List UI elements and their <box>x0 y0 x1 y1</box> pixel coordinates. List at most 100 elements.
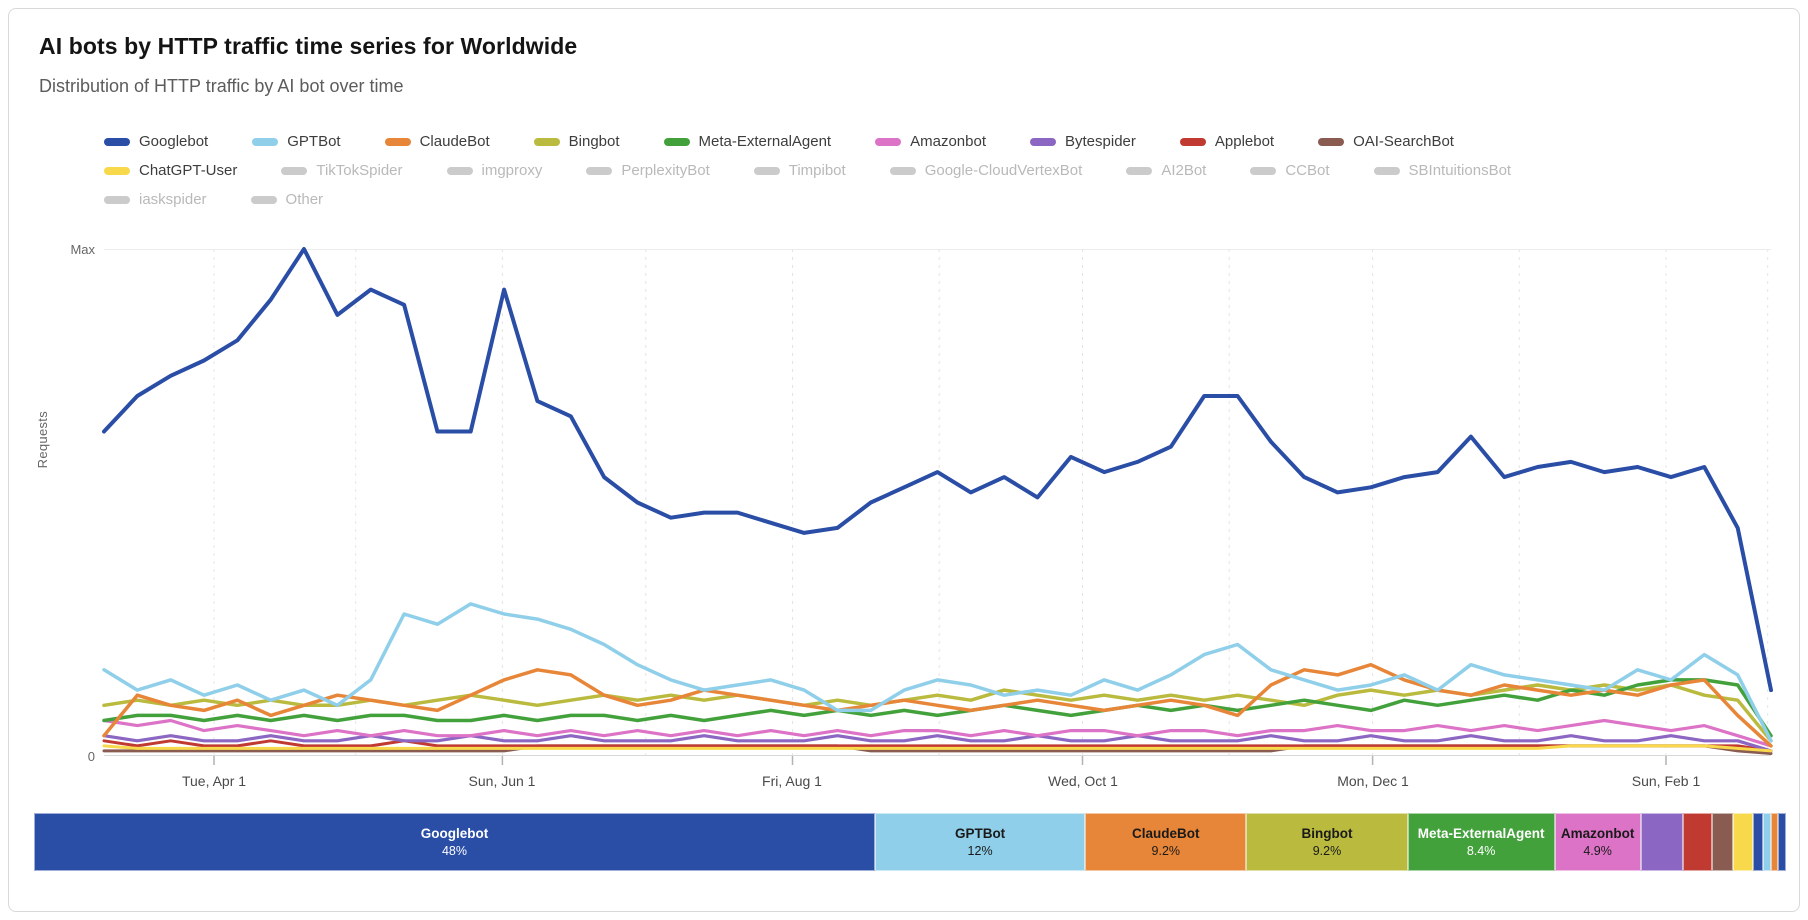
legend-swatch-icon <box>384 137 411 146</box>
distribution-segment-tiktokspider[interactable] <box>1752 813 1764 871</box>
segment-name-label: Meta-ExternalAgent <box>1417 826 1545 841</box>
series-line-applebot <box>102 739 1773 753</box>
legend-item-label: Meta-ExternalAgent <box>698 133 832 150</box>
x-tick-label: Sun, Jun 1 <box>468 773 536 789</box>
x-tick-label: Wed, Oct 1 <box>1048 773 1118 789</box>
legend-item-chatgpt-user[interactable]: ChatGPT-User <box>104 162 237 179</box>
distribution-segment-chatgpt-user[interactable] <box>1733 813 1753 871</box>
legend-row-3: iaskspider Other <box>104 191 1694 208</box>
distribution-segment-oai-searchbot[interactable] <box>1712 813 1734 871</box>
legend-item-other[interactable]: Other <box>250 191 324 208</box>
distribution-segment-meta-externalagent[interactable]: Meta-ExternalAgent 8.4% <box>1407 813 1555 871</box>
legend-swatch-icon <box>1030 137 1056 146</box>
legend-item-label: Amazonbot <box>910 133 986 150</box>
legend-item-meta-externalagent[interactable]: Meta-ExternalAgent <box>663 133 832 150</box>
legend-swatch-icon <box>250 195 277 204</box>
legend-swatch-icon <box>1250 166 1277 175</box>
legend-item-label: Googlebot <box>139 133 209 150</box>
series-line-claudebot <box>102 662 1773 748</box>
legend-item-label: Google-CloudVertexBot <box>924 162 1083 179</box>
legend-item-label: iaskspider <box>139 191 207 208</box>
legend-item-label: TikTokSpider <box>316 162 403 179</box>
legend-item-label: Applebot <box>1214 133 1275 150</box>
legend-swatch-icon <box>446 166 473 175</box>
series-line-amazonbot <box>102 718 1773 748</box>
distribution-segment-perplexitybot[interactable] <box>1771 813 1779 871</box>
segment-percent-label: 48% <box>441 844 467 858</box>
legend-item-amazonbot[interactable]: Amazonbot <box>875 133 986 150</box>
legend-swatch-icon <box>1373 166 1400 175</box>
x-tick-label: Sun, Feb 1 <box>1631 773 1701 789</box>
segment-percent-label: 8.4% <box>1466 844 1496 858</box>
segment-percent-label: 12% <box>967 844 993 858</box>
series-line-meta-externalagent <box>102 678 1773 738</box>
segment-percent-label: 9.2% <box>1151 844 1181 858</box>
legend-item-label: ChatGPT-User <box>139 162 238 179</box>
legend-item-label: Bytespider <box>1065 133 1136 150</box>
distribution-segment-claudebot[interactable]: ClaudeBot 9.2% <box>1085 813 1247 871</box>
legend-swatch-icon <box>1318 137 1345 146</box>
legend-item-label: AI2Bot <box>1161 162 1207 179</box>
distribution-segment-applebot[interactable] <box>1682 813 1713 871</box>
legend-item-iaskspider[interactable]: iaskspider <box>104 191 207 208</box>
legend-swatch-icon <box>1126 166 1153 175</box>
legend-item-label: Timpibot <box>788 162 846 179</box>
distribution-segment-imgproxy[interactable] <box>1763 813 1772 871</box>
legend-item-gptbot[interactable]: GPTBot <box>252 133 341 150</box>
legend-item-label: GPTBot <box>287 133 341 150</box>
distribution-segment-amazonbot[interactable]: Amazonbot 4.9% <box>1554 813 1641 871</box>
legend-item-ccbot[interactable]: CCBot <box>1250 162 1330 179</box>
chart-card: AI bots by HTTP traffic time series for … <box>8 8 1800 912</box>
distribution-segment-gptbot[interactable]: GPTBot 12% <box>874 813 1086 871</box>
legend-swatch-icon <box>586 166 613 175</box>
segment-percent-label: 9.2% <box>1312 844 1342 858</box>
legend-item-imgproxy[interactable]: imgproxy <box>446 162 543 179</box>
distribution-segment-googlebot[interactable]: Googlebot 48% <box>34 813 875 871</box>
distribution-segment-bytespider[interactable] <box>1640 813 1683 871</box>
distribution-bar: Googlebot 48% GPTBot 12% ClaudeBot 9.2% Bingbo… <box>34 813 1786 871</box>
legend-item-googlebot[interactable]: Googlebot <box>104 133 208 150</box>
time-series-svg[interactable] <box>102 247 1773 769</box>
segment-name-label: Amazonbot <box>1560 826 1635 841</box>
legend-item-bingbot[interactable]: Bingbot <box>533 133 620 150</box>
segment-name-label: ClaudeBot <box>1132 826 1200 841</box>
legend-item-google-cloudvertexbot[interactable]: Google-CloudVertexBot <box>889 162 1083 179</box>
legend-item-oai-searchbot[interactable]: OAI-SearchBot <box>1318 133 1454 150</box>
legend-swatch-icon <box>753 166 780 175</box>
legend-item-label: OAI-SearchBot <box>1353 133 1454 150</box>
legend-item-bytespider[interactable]: Bytespider <box>1030 133 1136 150</box>
legend-item-label: SBIntuitionsBot <box>1408 162 1512 179</box>
legend-swatch-icon <box>252 137 279 146</box>
legend-item-applebot[interactable]: Applebot <box>1179 133 1275 150</box>
segment-name-label: Googlebot <box>420 826 489 841</box>
y-axis-zero-label: 0 <box>87 749 95 764</box>
legend-item-perplexitybot[interactable]: PerplexityBot <box>586 162 710 179</box>
page-title: AI bots by HTTP traffic time series for … <box>39 33 578 59</box>
x-tick-label: Mon, Dec 1 <box>1337 773 1409 789</box>
y-axis-title: Requests <box>35 411 50 469</box>
legend-item-label: imgproxy <box>481 162 543 179</box>
segment-name-label: GPTBot <box>954 826 1006 841</box>
legend-item-ai2bot[interactable]: AI2Bot <box>1126 162 1206 179</box>
legend-item-label: ClaudeBot <box>419 133 490 150</box>
legend-item-tiktokspider[interactable]: TikTokSpider <box>281 162 403 179</box>
series-line-bytespider <box>102 734 1773 753</box>
legend-item-timpibot[interactable]: Timpibot <box>753 162 846 179</box>
legend-row-2: ChatGPT-User TikTokSpider imgproxy Perplexi… <box>104 162 1694 179</box>
time-series-plot[interactable] <box>102 247 1773 765</box>
y-axis-max-label: Max <box>70 242 95 257</box>
legend-row-1: Googlebot GPTBot ClaudeBot Bingbot Meta-Exte… <box>104 133 1694 150</box>
legend-item-label: Other <box>285 191 324 208</box>
legend-item-sbintuitionsbot[interactable]: SBIntuitionsBot <box>1373 162 1512 179</box>
legend-item-label: Bingbot <box>568 133 620 150</box>
legend-item-label: PerplexityBot <box>621 162 710 179</box>
x-tick-label: Fri, Aug 1 <box>762 773 822 789</box>
legend-item-label: CCBot <box>1285 162 1330 179</box>
distribution-segment-bingbot[interactable]: Bingbot 9.2% <box>1246 813 1408 871</box>
distribution-segment-other[interactable] <box>1778 813 1786 871</box>
series-line-gptbot <box>102 602 1773 743</box>
legend-item-claudebot[interactable]: ClaudeBot <box>384 133 490 150</box>
legend: Googlebot GPTBot ClaudeBot Bingbot Meta-Exte… <box>104 133 1694 208</box>
legend-swatch-icon <box>104 195 130 204</box>
legend-swatch-icon <box>1179 137 1206 146</box>
